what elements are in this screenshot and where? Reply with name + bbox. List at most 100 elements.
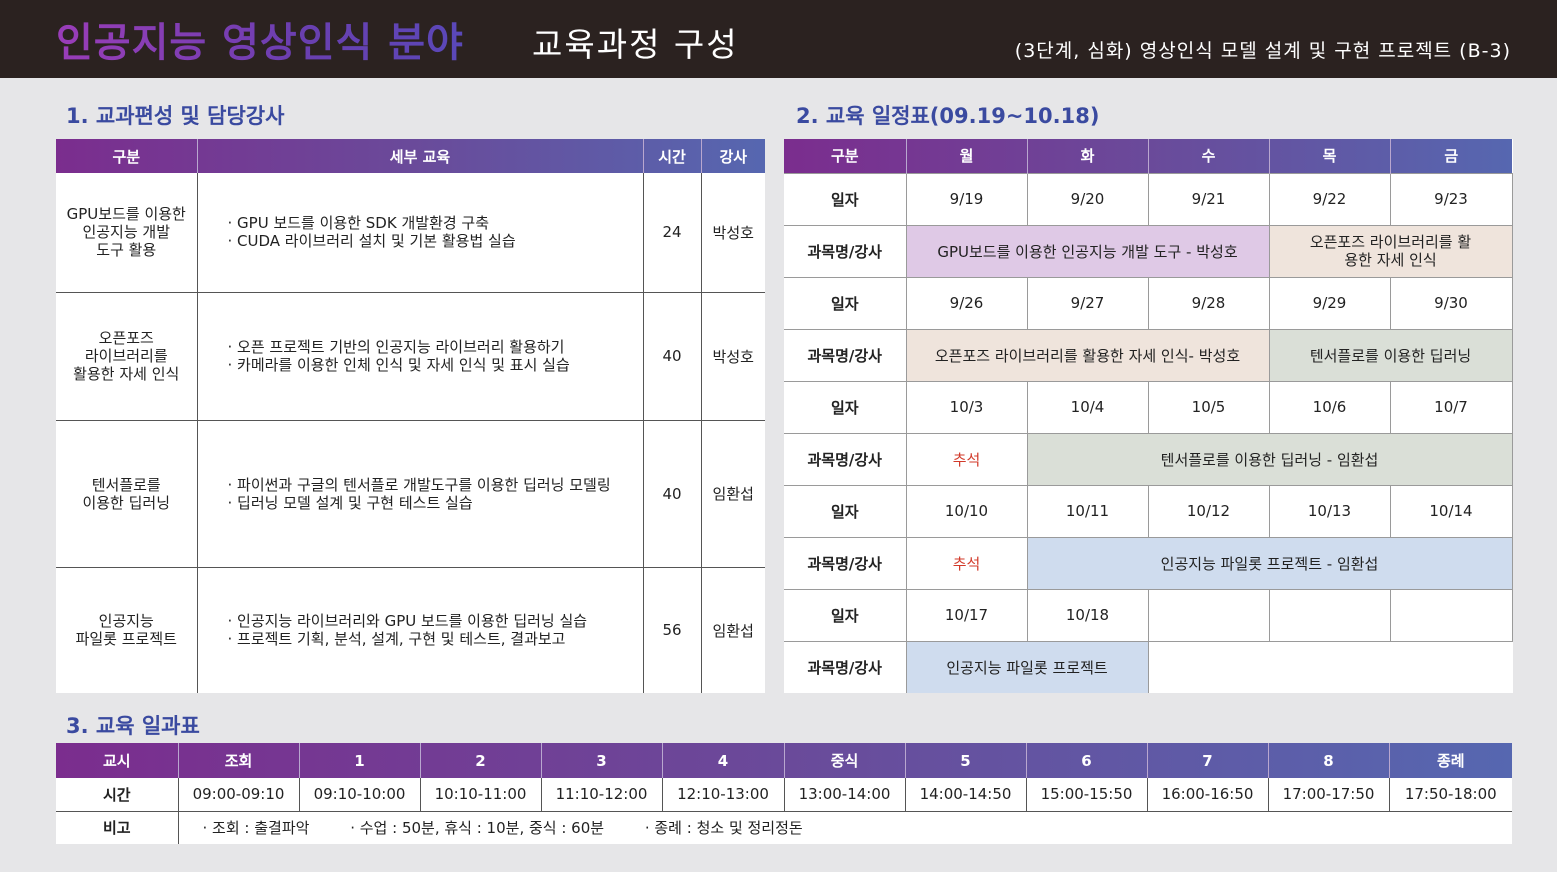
- date-label: 일자: [784, 172, 907, 226]
- section-title-timetable: 3. 교육 일과표: [66, 714, 200, 738]
- header-cell: 교시: [102, 752, 131, 770]
- date-label: 일자: [784, 380, 907, 434]
- date-label: 일자: [784, 276, 907, 330]
- timetable-table: 교시 조회 1 2 3 4 중식 5 6 7 8 종례 시간 09:00-09:…: [56, 743, 1512, 844]
- time-cell: 11:10-12:00: [540, 778, 662, 812]
- header-cell: 8: [1267, 743, 1389, 778]
- header-cell: 7: [1146, 743, 1268, 778]
- header-cell: 세부 교육: [196, 139, 643, 173]
- teacher-cell: 임환섭: [700, 420, 765, 568]
- timetable-header-row: 교시 조회 1 2 3 4 중식 5 6 7 8 종례: [56, 743, 1512, 778]
- subject-label: 과목명/강사: [784, 536, 907, 590]
- header-cell: 시간: [642, 139, 701, 173]
- date-row: 일자 10/17 10/18: [784, 588, 1513, 642]
- subject-row: 과목명/강사 오픈포즈 라이브러리를 활용한 자세 인식- 박성호 텐서플로를 …: [784, 328, 1513, 382]
- empty-cell: [1389, 588, 1513, 642]
- category-line: 파일롯 프로젝트: [75, 630, 177, 649]
- date-row: 일자 9/19 9/20 9/21 9/22 9/23: [784, 172, 1513, 226]
- hours-cell: 24: [642, 173, 702, 293]
- subject-label: 과목명/강사: [784, 432, 907, 486]
- header-cell: 3: [540, 743, 662, 778]
- date-cell: 9/30: [1389, 276, 1513, 330]
- page-header: 인공지능 영상인식 분야 교육과정 구성 (3단계, 심화) 영상인식 모델 설…: [0, 0, 1557, 78]
- hours-cell: 40: [642, 292, 702, 421]
- category-line: GPU보드를 이용한: [66, 205, 186, 224]
- date-cell: 9/19: [905, 172, 1028, 226]
- schedule-table: 구분 월 화 수 목 금 일자 9/19 9/20 9/21 9/22 9/23…: [784, 139, 1513, 693]
- time-cell: 17:50-18:00: [1388, 778, 1512, 812]
- time-cell: 10:10-11:00: [419, 778, 541, 812]
- section-title-schedule: 2. 교육 일정표(09.19~10.18): [796, 104, 1100, 128]
- teacher-cell: 박성호: [700, 292, 765, 421]
- detail-cell: · GPU 보드를 이용한 SDK 개발환경 구축 · CUDA 라이브러리 설…: [196, 173, 644, 293]
- category-cell: 인공지능 파일롯 프로젝트: [56, 567, 198, 693]
- category-line: 이용한 딥러닝: [82, 493, 171, 512]
- header-cell: 5: [904, 743, 1026, 778]
- time-cell: 17:00-17:50: [1267, 778, 1389, 812]
- detail-line: · 프로젝트 기획, 분석, 설계, 구현 및 테스트, 결과보고: [227, 630, 566, 649]
- subject-cell: 텐서플로를 이용한 딥러닝 - 임환섭: [1026, 432, 1513, 486]
- detail-line: · 오픈 프로젝트 기반의 인공지능 라이브러리 활용하기: [227, 338, 565, 356]
- category-line: 텐서플로를: [91, 475, 161, 494]
- date-cell: 10/7: [1389, 380, 1513, 434]
- category-cell: 텐서플로를 이용한 딥러닝: [56, 420, 198, 568]
- date-cell: 9/22: [1268, 172, 1391, 226]
- subject-cell: 인공지능 파일롯 프로젝트: [905, 640, 1149, 693]
- detail-line: · 파이썬과 구글의 텐서플로 개발도구를 이용한 딥러닝 모델링: [227, 475, 611, 494]
- date-cell: 9/21: [1147, 172, 1270, 226]
- section-title-curriculum: 1. 교과편성 및 담당강사: [66, 104, 285, 128]
- date-cell: 10/12: [1147, 484, 1270, 538]
- empty-cell: [1268, 588, 1391, 642]
- subject-label: 과목명/강사: [784, 224, 907, 278]
- subject-row: 과목명/강사 추석 인공지능 파일롯 프로젝트 - 임환섭: [784, 536, 1513, 590]
- subject-label: 과목명/강사: [784, 640, 907, 693]
- header-cell: 구분: [112, 147, 141, 166]
- empty-cell: [1147, 640, 1512, 693]
- curriculum-header-row: 구분 세부 교육 시간 강사: [56, 139, 765, 173]
- date-cell: 9/23: [1389, 172, 1513, 226]
- header-cell: 6: [1025, 743, 1147, 778]
- date-cell: 10/13: [1268, 484, 1391, 538]
- header-cell: 월: [905, 139, 1027, 173]
- time-cell: 16:00-16:50: [1146, 778, 1268, 812]
- date-cell: 9/27: [1026, 276, 1149, 330]
- time-row: 시간 09:00-09:10 09:10-10:00 10:10-11:00 1…: [56, 778, 1512, 812]
- date-cell: 9/26: [905, 276, 1028, 330]
- category-line: 오픈포즈: [98, 329, 154, 347]
- teacher-cell: 임환섭: [700, 567, 765, 693]
- detail-line: · GPU 보드를 이용한 SDK 개발환경 구축: [227, 214, 490, 233]
- detail-cell: · 파이썬과 구글의 텐서플로 개발도구를 이용한 딥러닝 모델링 · 딥러닝 …: [196, 420, 644, 568]
- time-cell: 12:10-13:00: [661, 778, 784, 812]
- detail-cell: · 인공지능 라이브러리와 GPU 보드를 이용한 딥러닝 실습 · 프로젝트 …: [196, 567, 644, 693]
- category-line: 인공지능 개발: [82, 223, 171, 242]
- header-cell: 2: [419, 743, 541, 778]
- hours-cell: 40: [642, 420, 702, 568]
- date-cell: 9/29: [1268, 276, 1391, 330]
- time-cell: 09:00-09:10: [177, 778, 299, 812]
- date-label: 일자: [784, 484, 907, 538]
- detail-line: · 인공지능 라이브러리와 GPU 보드를 이용한 딥러닝 실습: [227, 612, 588, 631]
- holiday-cell: 추석: [905, 536, 1028, 590]
- note-row: 비고 · 조회 : 출결파악 · 수업 : 50분, 휴식 : 10분, 중식 …: [56, 811, 1512, 844]
- category-line: 인공지능: [98, 612, 154, 631]
- header-cell: 1: [298, 743, 420, 778]
- date-cell: 10/14: [1389, 484, 1513, 538]
- time-cell: 13:00-14:00: [783, 778, 905, 812]
- teacher-cell: 박성호: [700, 173, 765, 293]
- holiday-cell: 추석: [905, 432, 1028, 486]
- page-subtitle: 교육과정 구성: [532, 25, 739, 64]
- note-cell: · 조회 : 출결파악 · 수업 : 50분, 휴식 : 10분, 중식 : 6…: [177, 811, 1512, 844]
- date-cell: 10/10: [905, 484, 1028, 538]
- header-cell: 화: [1026, 139, 1148, 173]
- empty-cell: [1147, 588, 1270, 642]
- note-item: · 종례 : 청소 및 정리정돈: [644, 819, 803, 838]
- category-cell: 오픈포즈 라이브러리를 활용한 자세 인식: [56, 292, 198, 421]
- header-cell: 수: [1147, 139, 1269, 173]
- date-row: 일자 10/3 10/4 10/5 10/6 10/7: [784, 380, 1513, 434]
- course-name: (3단계, 심화) 영상인식 모델 설계 및 구현 프로젝트 (B-3): [1014, 40, 1511, 62]
- note-item: · 조회 : 출결파악: [202, 819, 310, 838]
- subject-cell: 오픈포즈 라이브러리를 활용한 자세 인식- 박성호: [905, 328, 1270, 382]
- date-cell: 10/5: [1147, 380, 1270, 434]
- curriculum-table: 구분 세부 교육 시간 강사 GPU보드를 이용한 인공지능 개발 도구 활용 …: [56, 139, 765, 693]
- date-label: 일자: [784, 588, 907, 642]
